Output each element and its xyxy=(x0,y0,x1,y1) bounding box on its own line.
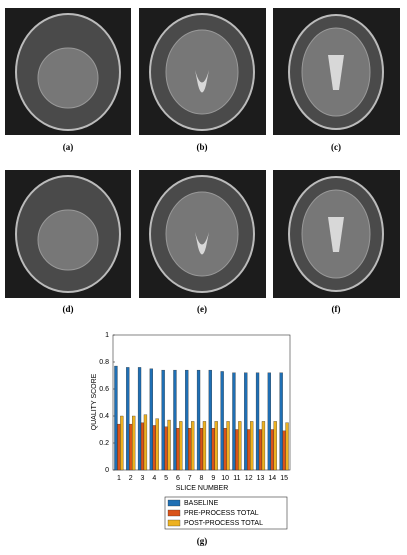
bar xyxy=(267,372,271,471)
y-axis-label: QUALITY SCORE xyxy=(91,373,98,430)
bar xyxy=(185,369,189,471)
x-tick-label: 2 xyxy=(129,475,133,482)
y-tick-label: 0.2 xyxy=(99,440,109,447)
bar xyxy=(120,415,124,471)
ventricle xyxy=(195,232,209,255)
bar xyxy=(214,421,218,471)
bar xyxy=(279,372,283,471)
brain-tissue xyxy=(165,191,239,277)
bar xyxy=(258,429,263,471)
bar xyxy=(208,369,212,471)
bar xyxy=(129,423,133,471)
x-tick-label: 6 xyxy=(176,475,180,482)
y-tick-label: 0.4 xyxy=(99,413,109,420)
bar xyxy=(199,427,204,471)
x-tick-label: 11 xyxy=(233,475,240,482)
x-tick-label: 1 xyxy=(117,475,121,482)
bar xyxy=(114,365,118,471)
brain-tissue xyxy=(165,29,239,115)
bar xyxy=(226,421,230,471)
x-tick-label: 8 xyxy=(200,475,204,482)
bar xyxy=(179,421,183,471)
bar xyxy=(137,367,142,471)
bar xyxy=(117,423,121,471)
bar xyxy=(132,415,136,471)
legend-swatch xyxy=(167,509,181,517)
bar xyxy=(235,429,239,471)
legend-label: POST-PROCESS TOTAL xyxy=(184,520,263,527)
bar xyxy=(232,372,236,471)
bar xyxy=(273,421,277,471)
x-tick-label: 15 xyxy=(280,475,288,482)
bar xyxy=(223,427,227,471)
ventricle xyxy=(328,55,344,90)
legend-swatch xyxy=(167,499,181,507)
x-tick-label: 4 xyxy=(152,475,156,482)
bar xyxy=(250,421,254,471)
bar xyxy=(255,372,260,471)
panel-label: (g) xyxy=(197,536,208,546)
ventricle xyxy=(328,217,344,252)
mri-images xyxy=(5,8,400,298)
panel-label: (b) xyxy=(197,142,208,152)
panel-label: (a) xyxy=(63,142,74,152)
bar xyxy=(191,421,195,471)
bar xyxy=(126,367,130,471)
bar xyxy=(188,427,192,471)
panel-label: (e) xyxy=(197,304,207,314)
legend-label: PRE-PROCESS TOTAL xyxy=(184,510,259,517)
panel-label: (d) xyxy=(63,304,74,314)
x-tick-label: 10 xyxy=(221,475,229,482)
brain-tissue xyxy=(37,47,99,109)
x-tick-label: 13 xyxy=(257,475,265,482)
bar xyxy=(261,421,266,471)
panel-label: (f) xyxy=(332,304,341,314)
y-tick-label: 0 xyxy=(105,467,109,474)
legend-swatch xyxy=(167,519,181,527)
bar xyxy=(211,427,215,471)
bar xyxy=(149,368,153,471)
y-tick-label: 1 xyxy=(105,332,109,339)
bar xyxy=(155,418,159,471)
y-tick-label: 0.8 xyxy=(99,359,109,366)
x-tick-label: 5 xyxy=(164,475,168,482)
bar xyxy=(220,371,224,471)
bar xyxy=(143,414,148,471)
bar xyxy=(247,429,251,471)
bar xyxy=(164,426,168,471)
x-tick-label: 9 xyxy=(211,475,215,482)
bar xyxy=(196,369,201,471)
legend-label: BASELINE xyxy=(184,500,219,507)
bar xyxy=(244,372,248,471)
panel-label: (c) xyxy=(331,142,341,152)
bar xyxy=(270,429,274,471)
bar xyxy=(140,422,145,471)
bar xyxy=(285,422,289,471)
bar xyxy=(176,427,180,471)
bar xyxy=(202,421,207,471)
bar xyxy=(238,421,242,471)
legend-box xyxy=(164,496,288,530)
x-axis-label: SLICE NUMBER xyxy=(176,485,229,492)
bar xyxy=(161,369,165,471)
bar xyxy=(152,425,156,471)
bar xyxy=(173,369,177,471)
y-tick-label: 0.6 xyxy=(99,386,109,393)
x-tick-label: 14 xyxy=(268,475,276,482)
x-tick-label: 3 xyxy=(141,475,145,482)
x-tick-label: 12 xyxy=(245,475,253,482)
brain-tissue xyxy=(37,209,99,271)
x-tick-label: 7 xyxy=(188,475,192,482)
bar xyxy=(167,419,171,471)
ventricle xyxy=(195,70,209,93)
bar xyxy=(282,430,286,471)
